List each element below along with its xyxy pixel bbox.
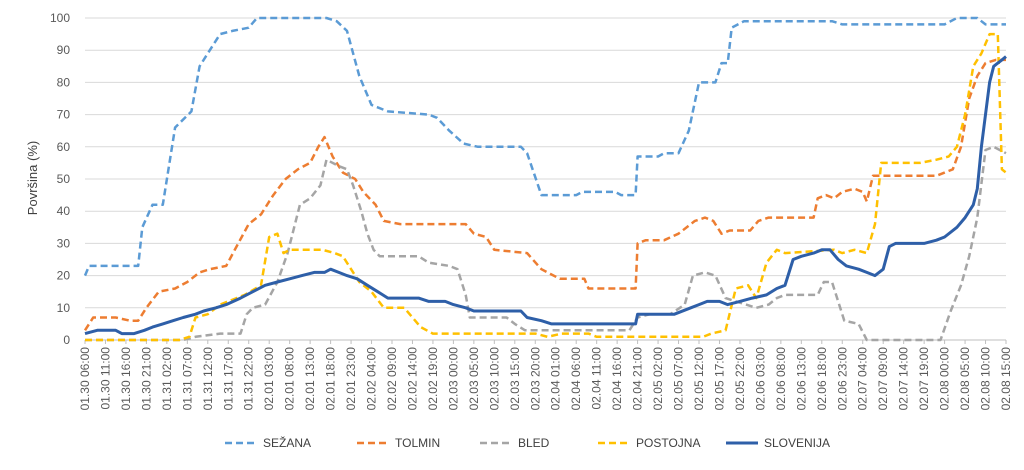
x-tick-label: 02.03 05:00 <box>467 347 481 411</box>
x-tick-label: 02.07 09:00 <box>876 347 890 411</box>
series-line-slovenija <box>84 55 1007 336</box>
x-tick-label: 02.08 00:00 <box>938 347 952 411</box>
y-tick-label: 20 <box>57 269 71 283</box>
x-tick-label: 02.08 10:00 <box>979 347 993 411</box>
y-tick-label: 70 <box>57 108 71 122</box>
x-tick-label: 02.04 21:00 <box>631 347 645 411</box>
x-tick-label: 01.31 02:00 <box>160 347 174 411</box>
legend-label-postojna: POSTOJNA <box>636 436 700 450</box>
x-tick-label: 01.30 16:00 <box>119 347 133 411</box>
x-tick-label: 01.30 06:00 <box>78 347 92 411</box>
y-axis-title: Površina (%) <box>25 141 40 215</box>
y-tick-label: 90 <box>57 43 71 57</box>
x-axis-ticks: 01.30 06:00 01.30 11:00 01.30 16:00 01.30 2… <box>78 340 1013 410</box>
x-tick-label: 02.02 14:00 <box>405 347 419 411</box>
y-tick-label: 100 <box>50 11 70 25</box>
y-tick-label: 40 <box>57 204 71 218</box>
x-tick-label: 01.31 07:00 <box>180 347 194 411</box>
y-axis-ticks: 0 10 20 30 40 50 60 70 80 90 100 <box>50 11 70 347</box>
x-tick-label: 02.08 15:00 <box>999 347 1013 411</box>
y-tick-label: 30 <box>57 236 71 250</box>
x-tick-label: 02.06 23:00 <box>835 347 849 411</box>
x-tick-label: 02.04 01:00 <box>549 347 563 411</box>
x-tick-label: 01.31 12:00 <box>201 347 215 411</box>
x-tick-label: 02.05 07:00 <box>672 347 686 411</box>
x-tick-label: 02.08 05:00 <box>958 347 972 411</box>
series-layer <box>83 16 1007 342</box>
x-tick-label: 02.01 08:00 <box>283 347 297 411</box>
x-tick-label: 02.06 08:00 <box>774 347 788 411</box>
x-tick-label: 02.03 15:00 <box>508 347 522 411</box>
series-line-bled <box>85 145 1007 342</box>
x-tick-label: 02.02 04:00 <box>365 347 379 411</box>
x-tick-label: 02.04 11:00 <box>590 347 604 410</box>
x-tick-label: 01.30 21:00 <box>139 347 153 411</box>
legend-label-tolmin: TOLMIN <box>395 436 440 450</box>
x-tick-label: 02.01 13:00 <box>303 347 317 411</box>
x-tick-label: 02.06 18:00 <box>815 347 829 411</box>
x-tick-label: 01.30 11:00 <box>98 347 112 410</box>
y-tick-label: 80 <box>57 75 71 89</box>
x-tick-label: 02.02 09:00 <box>385 347 399 411</box>
y-tick-label: 50 <box>57 172 71 186</box>
series-line-tolmin <box>83 58 1006 331</box>
x-tick-label: 02.04 16:00 <box>610 347 624 411</box>
legend-label-slovenija: SLOVENIJA <box>764 436 830 450</box>
x-tick-label: 02.05 12:00 <box>692 347 706 411</box>
x-tick-label: 02.03 20:00 <box>528 347 542 411</box>
legend: SEŽANA TOLMIN BLED POSTOJNA SLOVENIJA <box>225 435 830 450</box>
series-line-postojna <box>85 32 1007 342</box>
x-tick-label: 02.07 14:00 <box>897 347 911 411</box>
y-tick-label: 60 <box>57 140 71 154</box>
x-tick-label: 02.03 10:00 <box>487 347 501 411</box>
y-tick-label: 0 <box>63 333 70 347</box>
x-tick-label: 02.07 19:00 <box>917 347 931 411</box>
x-tick-label: 02.05 02:00 <box>651 347 665 411</box>
grid-lines <box>85 17 1006 341</box>
x-tick-label: 01.31 17:00 <box>221 347 235 411</box>
x-tick-label: 02.01 18:00 <box>324 347 338 411</box>
x-tick-label: 02.04 06:00 <box>569 347 583 411</box>
x-tick-label: 02.03 00:00 <box>446 347 460 411</box>
legend-label-bled: BLED <box>518 436 550 450</box>
x-tick-label: 02.05 17:00 <box>712 347 726 411</box>
x-tick-label: 02.07 04:00 <box>856 347 870 411</box>
y-tick-label: 10 <box>57 301 71 315</box>
x-tick-label: 02.01 23:00 <box>344 347 358 411</box>
x-tick-label: 02.05 22:00 <box>733 347 747 411</box>
x-tick-label: 02.06 03:00 <box>753 347 767 411</box>
x-tick-label: 02.02 19:00 <box>426 347 440 411</box>
legend-label-sezana: SEŽANA <box>263 435 311 450</box>
x-tick-label: 01.31 22:00 <box>242 347 256 411</box>
series-line-sezana <box>83 16 1006 277</box>
x-tick-label: 02.01 03:00 <box>262 347 276 411</box>
x-tick-label: 02.06 13:00 <box>794 347 808 411</box>
